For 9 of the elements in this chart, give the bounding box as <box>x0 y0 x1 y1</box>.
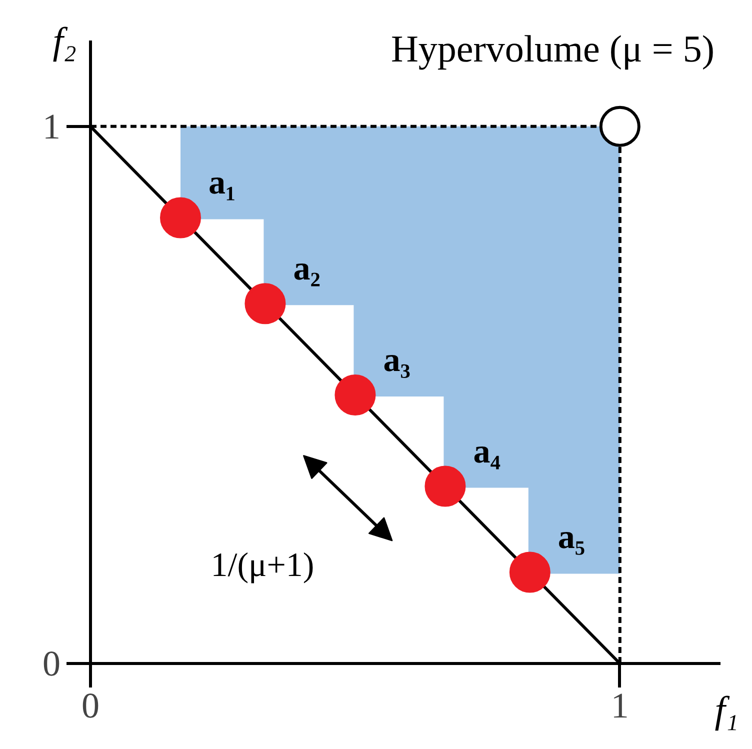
y-axis-title: f₂ <box>52 20 77 62</box>
data-label: a₃ <box>383 342 410 379</box>
data-label: a₄ <box>473 433 500 470</box>
data-label: a₁ <box>208 164 236 202</box>
chart-title: Hypervolume (μ = 5) <box>390 28 715 70</box>
data-label: a₂ <box>293 250 320 288</box>
x-axis-title: f₁ <box>714 690 739 732</box>
annotation: 1/(μ+1) <box>210 547 314 584</box>
data-label: a₅ <box>558 519 586 556</box>
